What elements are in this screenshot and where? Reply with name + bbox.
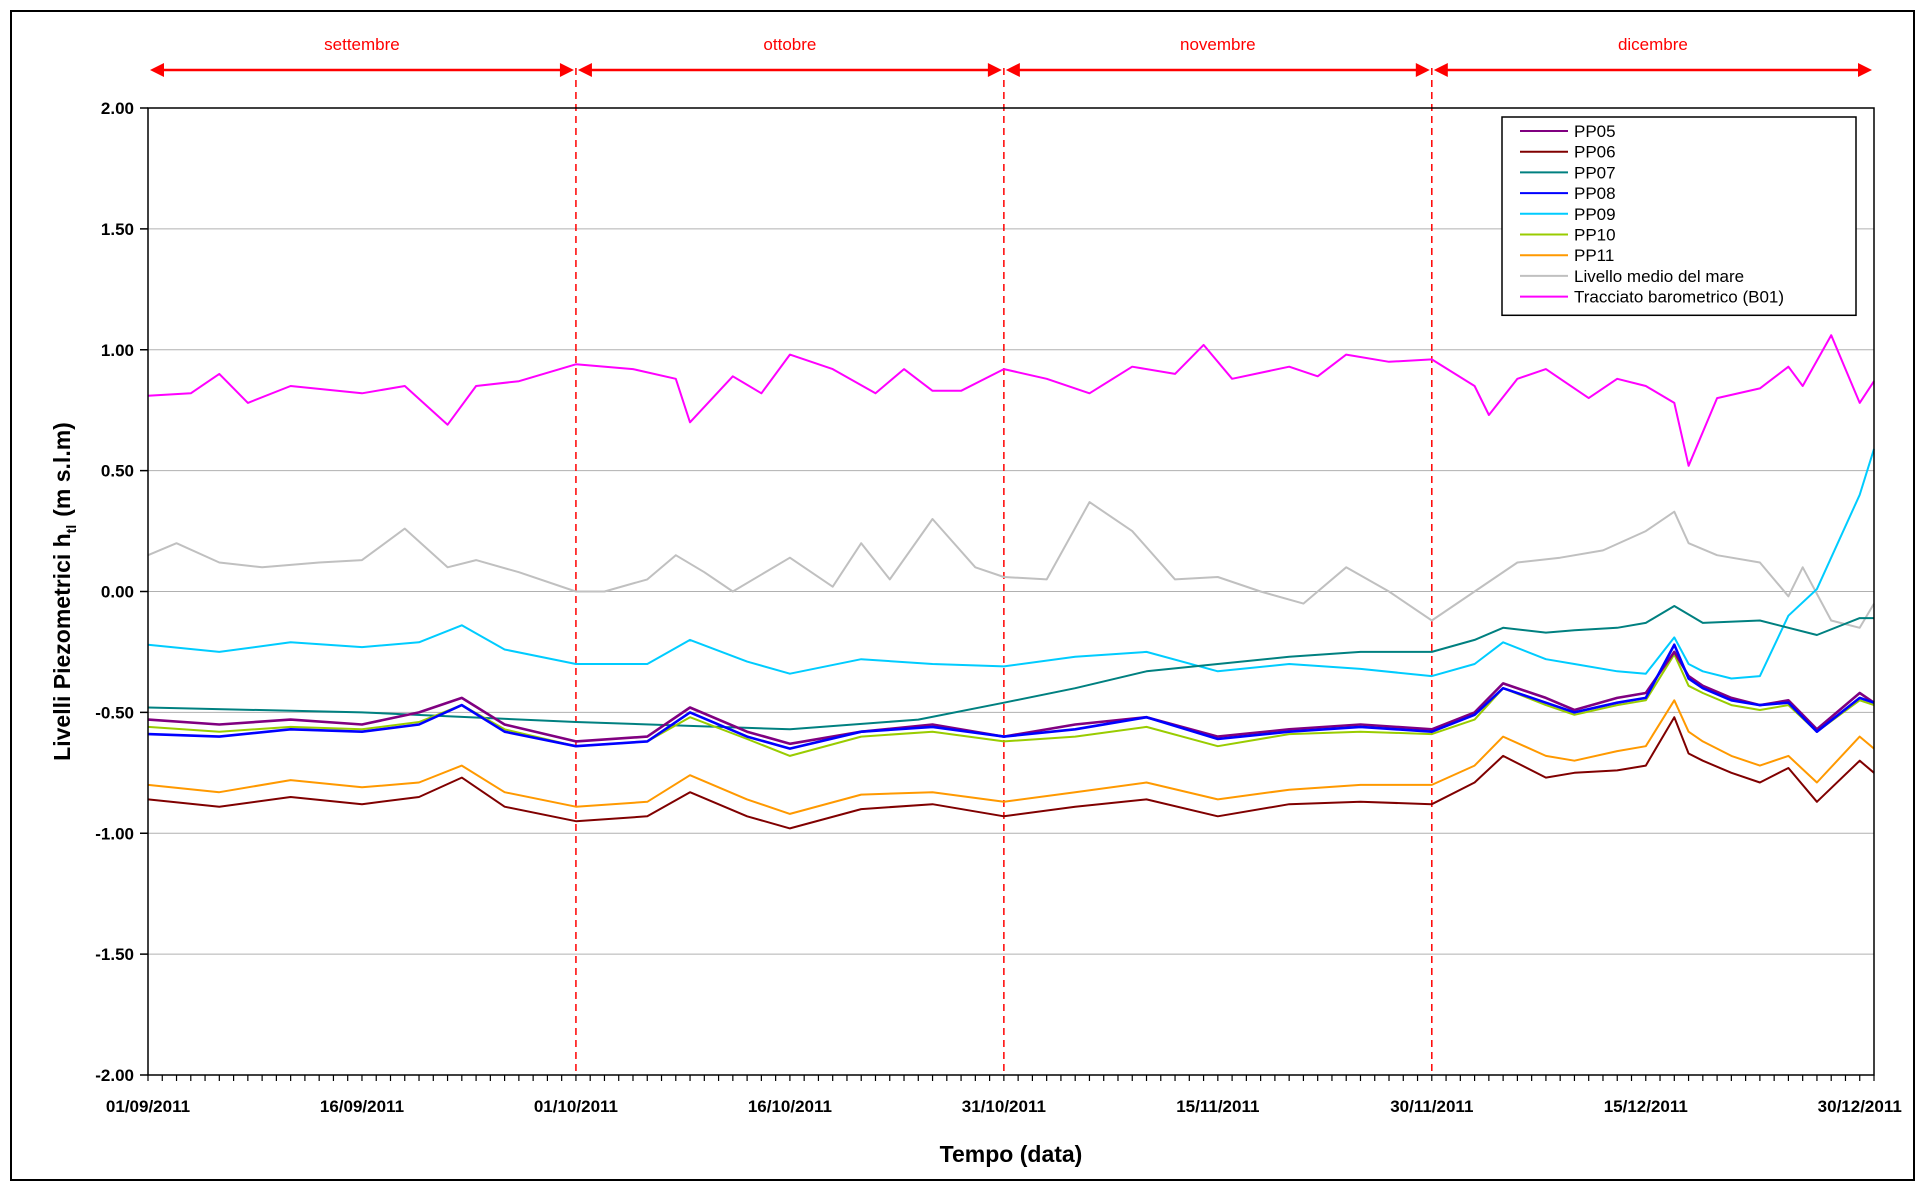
series-line <box>147 699 1875 815</box>
series-lines <box>147 334 1875 830</box>
y-axis-title-main: Livelli Piezometrici h <box>49 533 75 761</box>
month-label: ottobre <box>763 35 816 54</box>
y-tick-label: 0.00 <box>101 583 134 602</box>
legend-entry: PP08 <box>1574 184 1616 203</box>
y-tick-label: -1.00 <box>95 824 134 843</box>
y-tick-label: -2.00 <box>95 1066 134 1085</box>
series-line <box>147 650 1875 746</box>
series-line <box>147 334 1875 467</box>
chart-svg: settembre ottobre novembre dicembre 2.00 1.5… <box>49 35 1902 1167</box>
y-tick-label: -0.50 <box>95 703 134 722</box>
series-line <box>147 448 1875 680</box>
y-tick-label: -1.50 <box>95 945 134 964</box>
month-arrow-head-left <box>150 63 164 77</box>
y-tick-label: 1.00 <box>101 341 134 360</box>
month-dividers: settembre ottobre novembre dicembre <box>150 35 1872 1075</box>
legend-entry: PP06 <box>1574 143 1616 162</box>
month-arrow-head-right <box>1858 63 1872 77</box>
legend-entry: Livello medio del mare <box>1574 267 1744 286</box>
month-arrow-head-left <box>577 63 592 77</box>
series-line <box>147 716 1875 830</box>
x-tick-label: 16/09/2011 <box>320 1097 404 1116</box>
x-tick-label: 30/12/2011 <box>1818 1097 1902 1116</box>
month-arrow-head-right <box>559 63 574 77</box>
y-axis-ticks: 2.00 1.50 1.00 0.50 0.00 -0.50 -1.00 -1.50 -2.00 <box>95 99 148 1085</box>
x-axis-title: Tempo (data) <box>940 1141 1083 1167</box>
legend-entry: PP07 <box>1574 163 1616 182</box>
y-axis-title: Livelli Piezometrici htl (m s.l.m) <box>49 422 79 761</box>
x-tick-label: 30/11/2011 <box>1390 1097 1473 1116</box>
series-line <box>147 653 1875 757</box>
x-axis-ticks: 01/09/2011 16/09/2011 01/10/2011 16/10/2011… <box>106 1075 1902 1116</box>
x-tick-label: 31/10/2011 <box>962 1097 1046 1116</box>
month-label: dicembre <box>1618 35 1688 54</box>
x-tick-label: 01/09/2011 <box>106 1097 190 1116</box>
y-tick-label: 1.50 <box>101 220 134 239</box>
legend-entry: PP09 <box>1574 205 1616 224</box>
legend-entry: PP05 <box>1574 122 1616 141</box>
series-line <box>147 501 1875 629</box>
y-tick-label: 0.50 <box>101 462 134 481</box>
series-line <box>147 605 1874 731</box>
x-tick-label: 15/11/2011 <box>1176 1097 1259 1116</box>
month-label: novembre <box>1180 35 1256 54</box>
x-tick-label: 16/10/2011 <box>748 1097 832 1116</box>
month-arrow-head-right <box>1415 63 1430 77</box>
legend-entry: PP10 <box>1574 226 1616 245</box>
month-arrow-head-left <box>1005 63 1020 77</box>
legend-entry: PP11 <box>1574 246 1614 265</box>
month-arrow-head-right <box>987 63 1002 77</box>
legend-box <box>1501 116 1857 317</box>
chart-frame: settembre ottobre novembre dicembre 2.00 1.5… <box>10 10 1915 1181</box>
x-tick-label: 15/12/2011 <box>1604 1097 1688 1116</box>
series-line <box>147 643 1875 750</box>
month-label: settembre <box>324 35 400 54</box>
month-arrow-head-left <box>1433 63 1448 77</box>
y-axis-title-sub: tl <box>63 525 79 534</box>
y-axis-title-unit: (m s.l.m) <box>49 422 75 517</box>
x-tick-label: 01/10/2011 <box>534 1097 618 1116</box>
y-tick-label: 2.00 <box>101 99 134 118</box>
legend-entry: Tracciato barometrico (B01) <box>1574 288 1784 307</box>
